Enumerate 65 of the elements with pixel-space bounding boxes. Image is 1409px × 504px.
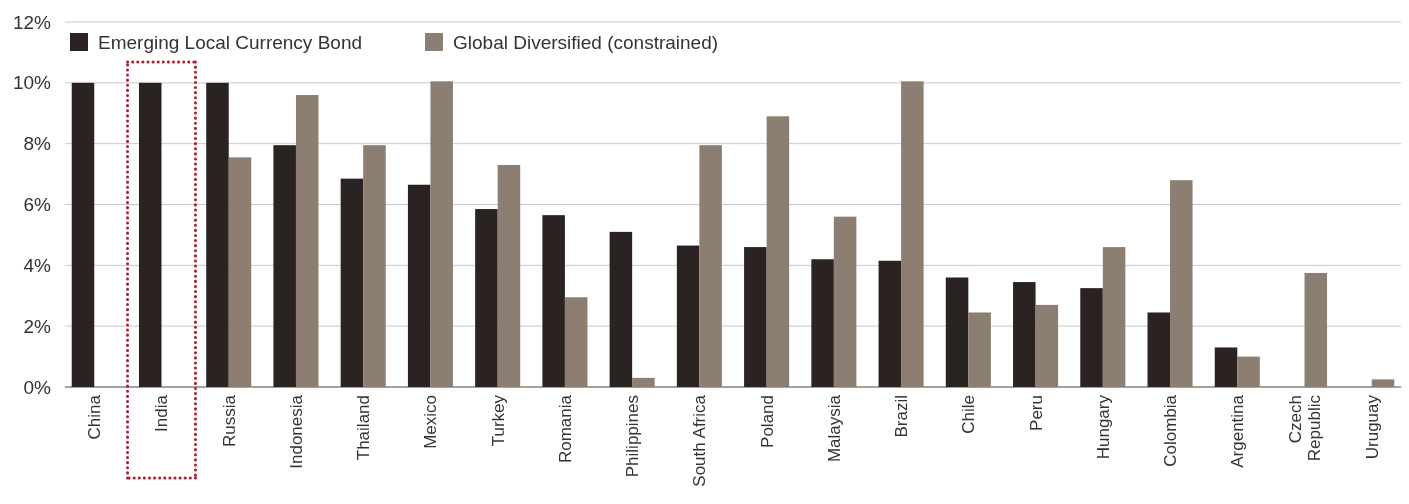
- legend-label: Global Diversified (constrained): [453, 31, 719, 53]
- x-tick-label: Uruguay: [1362, 394, 1382, 460]
- bar: [1013, 282, 1036, 387]
- bar: [1080, 288, 1103, 387]
- x-tick-label: South Africa: [690, 394, 710, 487]
- bar: [542, 215, 565, 387]
- x-tick-label: Romania: [555, 394, 575, 464]
- x-tick-label: Peru: [1026, 395, 1046, 431]
- bar: [766, 116, 790, 387]
- bar: [228, 157, 252, 387]
- x-tick-label: Brazil: [892, 395, 912, 438]
- bar: [901, 81, 924, 387]
- bar: [564, 297, 588, 387]
- x-tick-label: Russia: [219, 394, 239, 447]
- y-tick-label: 0%: [23, 376, 52, 398]
- x-tick-label: Mexico: [421, 395, 441, 449]
- bar: [744, 247, 767, 387]
- bar: [1147, 312, 1171, 387]
- bar: [632, 377, 655, 387]
- bar: [1102, 247, 1126, 387]
- bar: [138, 82, 162, 387]
- bar: [407, 184, 431, 387]
- bar: [273, 145, 296, 387]
- bar: [811, 259, 834, 387]
- x-tick-label: Thailand: [354, 395, 374, 461]
- bar: [609, 231, 633, 387]
- bar: [833, 216, 857, 387]
- bar: [71, 82, 95, 387]
- x-tick-label: Colombia: [1160, 394, 1180, 467]
- y-tick-label: 12%: [12, 11, 52, 33]
- y-tick-label: 8%: [23, 133, 52, 155]
- x-tick-label: Czech Republic: [1286, 394, 1324, 462]
- bar: [1237, 356, 1260, 387]
- bar: [206, 82, 229, 387]
- bar: [295, 95, 319, 387]
- x-tick-label: Indonesia: [286, 394, 306, 469]
- x-tick-label: Malaysia: [824, 394, 844, 463]
- y-tick-label: 4%: [23, 254, 52, 276]
- y-tick-label: 10%: [12, 72, 52, 94]
- bar: [1304, 272, 1328, 387]
- bar: [475, 209, 498, 387]
- x-tick-label: Chile: [959, 395, 979, 434]
- bar: [363, 145, 386, 387]
- x-tick-label: Poland: [757, 395, 777, 448]
- bar: [497, 164, 521, 387]
- x-tick-label: Argentina: [1228, 394, 1248, 468]
- bar: [878, 260, 902, 387]
- bar: [1214, 347, 1238, 387]
- bar: [1035, 304, 1059, 387]
- bar: [1170, 180, 1193, 387]
- x-tick-label: India: [152, 394, 172, 432]
- y-tick-label: 6%: [23, 194, 52, 216]
- y-tick-label: 2%: [23, 315, 52, 337]
- bar: [430, 81, 453, 387]
- legend-label: Emerging Local Currency Bond: [98, 31, 363, 53]
- x-tick-label: China: [85, 394, 105, 440]
- bar: [968, 312, 991, 387]
- bar: [340, 178, 364, 387]
- bar: [699, 145, 722, 387]
- x-tick-label: Turkey: [488, 394, 508, 447]
- bar: [1371, 379, 1395, 387]
- bar: [676, 245, 700, 387]
- bar: [945, 277, 969, 387]
- x-tick-label: Philippines: [623, 395, 643, 478]
- x-tick-label: Hungary: [1093, 394, 1113, 460]
